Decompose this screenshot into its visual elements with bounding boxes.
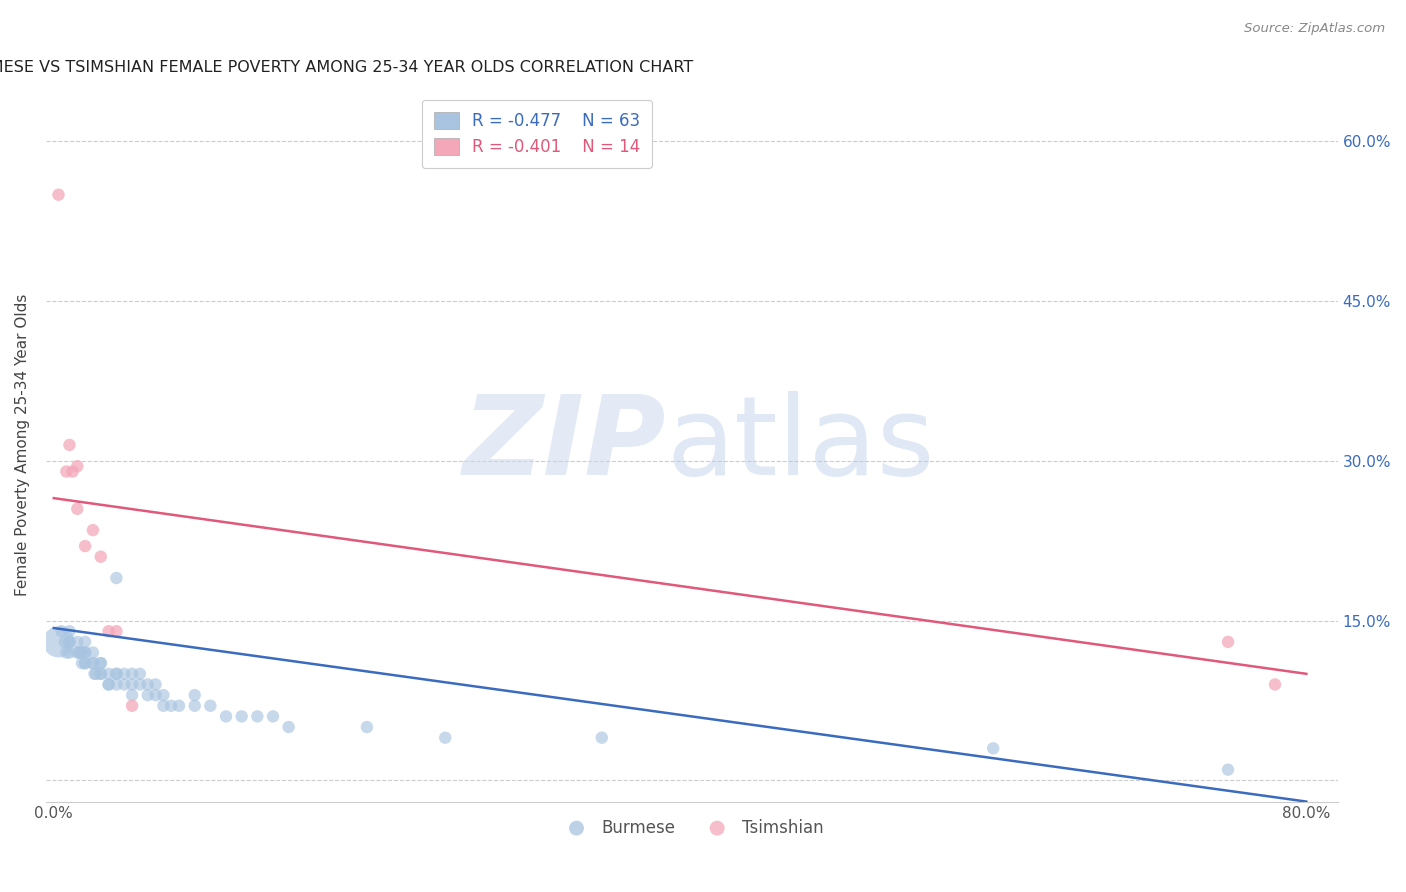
Point: [434, 731, 457, 745]
Point: [51, 624, 73, 639]
Y-axis label: Female Poverty Among 25-34 Year Olds: Female Poverty Among 25-34 Year Olds: [15, 293, 30, 596]
Point: [112, 677, 135, 691]
Point: [121, 688, 143, 702]
Point: [121, 666, 143, 681]
Point: [145, 688, 167, 702]
Text: ZIP: ZIP: [463, 392, 666, 499]
Point: [90, 666, 112, 681]
Point: [136, 688, 159, 702]
Point: [262, 709, 284, 723]
Point: [82, 656, 104, 670]
Point: [97, 677, 120, 691]
Point: [215, 709, 238, 723]
Point: [152, 688, 174, 702]
Point: [183, 698, 205, 713]
Point: [84, 666, 107, 681]
Point: [58, 624, 80, 639]
Point: [70, 646, 93, 660]
Text: BURMESE VS TSIMSHIAN FEMALE POVERTY AMONG 25-34 YEAR OLDS CORRELATION CHART: BURMESE VS TSIMSHIAN FEMALE POVERTY AMON…: [0, 60, 693, 75]
Point: [75, 656, 97, 670]
Point: [105, 677, 128, 691]
Text: atlas: atlas: [666, 392, 935, 499]
Point: [67, 646, 90, 660]
Point: [136, 677, 159, 691]
Point: [183, 688, 205, 702]
Point: [53, 635, 76, 649]
Point: [82, 523, 104, 537]
Point: [48, 635, 70, 649]
Point: [231, 709, 253, 723]
Point: [277, 720, 299, 734]
Point: [75, 656, 97, 670]
Point: [112, 666, 135, 681]
Point: [1216, 635, 1239, 649]
Point: [58, 635, 80, 649]
Point: [129, 677, 152, 691]
Point: [75, 646, 97, 660]
Point: [981, 741, 1004, 756]
Point: [160, 698, 183, 713]
Point: [83, 666, 105, 681]
Point: [69, 646, 91, 660]
Point: [200, 698, 222, 713]
Point: [167, 698, 190, 713]
Point: [66, 635, 89, 649]
Point: [75, 646, 97, 660]
Point: [97, 666, 120, 681]
Point: [75, 539, 97, 553]
Point: [356, 720, 378, 734]
Point: [129, 666, 152, 681]
Text: Source: ZipAtlas.com: Source: ZipAtlas.com: [1244, 22, 1385, 36]
Point: [105, 666, 128, 681]
Point: [105, 666, 128, 681]
Point: [97, 624, 120, 639]
Point: [58, 646, 80, 660]
Point: [246, 709, 269, 723]
Point: [58, 438, 80, 452]
Point: [70, 656, 93, 670]
Point: [97, 677, 120, 691]
Point: [55, 646, 77, 660]
Point: [90, 656, 112, 670]
Point: [145, 677, 167, 691]
Point: [75, 635, 97, 649]
Point: [591, 731, 613, 745]
Point: [90, 656, 112, 670]
Point: [82, 656, 104, 670]
Point: [105, 571, 128, 585]
Point: [152, 698, 174, 713]
Point: [58, 635, 80, 649]
Point: [48, 187, 70, 202]
Point: [62, 465, 84, 479]
Point: [66, 646, 89, 660]
Point: [90, 666, 112, 681]
Point: [105, 624, 128, 639]
Point: [1264, 677, 1286, 691]
Point: [90, 549, 112, 564]
Point: [66, 459, 89, 474]
Point: [121, 677, 143, 691]
Point: [121, 698, 143, 713]
Legend: Burmese, Tsimshian: Burmese, Tsimshian: [553, 812, 831, 843]
Point: [55, 465, 77, 479]
Point: [82, 646, 104, 660]
Point: [66, 501, 89, 516]
Point: [1216, 763, 1239, 777]
